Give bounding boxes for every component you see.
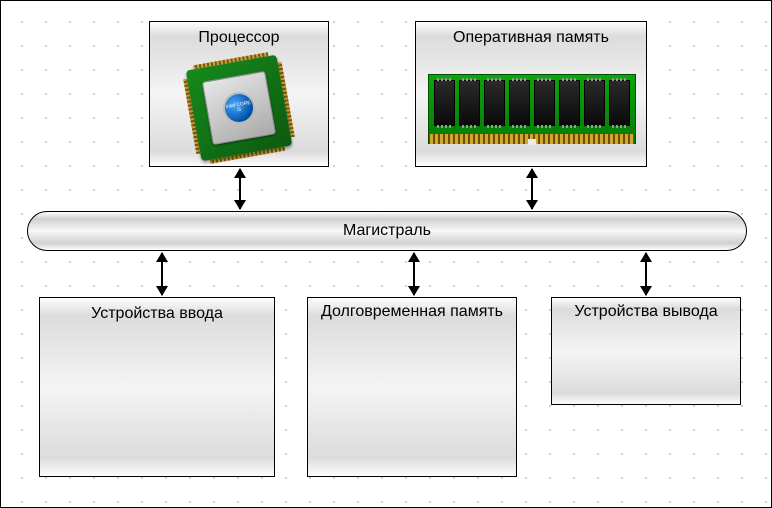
box-input: Устройства ввода bbox=[39, 297, 275, 477]
label-cpu: Процессор bbox=[150, 22, 328, 47]
label-output: Устройства вывода bbox=[552, 298, 740, 321]
label-input: Устройства ввода bbox=[40, 298, 274, 323]
ram-chips bbox=[434, 80, 630, 126]
label-storage: Долговременная память bbox=[308, 298, 516, 321]
ram-icon bbox=[428, 74, 636, 144]
arrow-ram-bus bbox=[531, 169, 533, 209]
cpu-icon: intel CORE i5 bbox=[186, 55, 293, 162]
label-bus: Магистраль bbox=[343, 222, 431, 240]
box-cpu: Процессор intel CORE i5 bbox=[149, 21, 329, 167]
box-output: Устройства вывода bbox=[551, 297, 741, 405]
arrow-bus-input bbox=[161, 253, 163, 295]
box-bus: Магистраль bbox=[27, 211, 747, 251]
label-ram: Оперативная память bbox=[416, 22, 646, 47]
box-ram: Оперативная память bbox=[415, 21, 647, 167]
box-storage: Долговременная память bbox=[307, 297, 517, 477]
arrow-bus-storage bbox=[413, 253, 415, 295]
diagram-canvas: Процессор intel CORE i5 Оперативная памя… bbox=[0, 0, 772, 508]
arrow-cpu-bus bbox=[239, 169, 241, 209]
arrow-bus-output bbox=[645, 253, 647, 295]
